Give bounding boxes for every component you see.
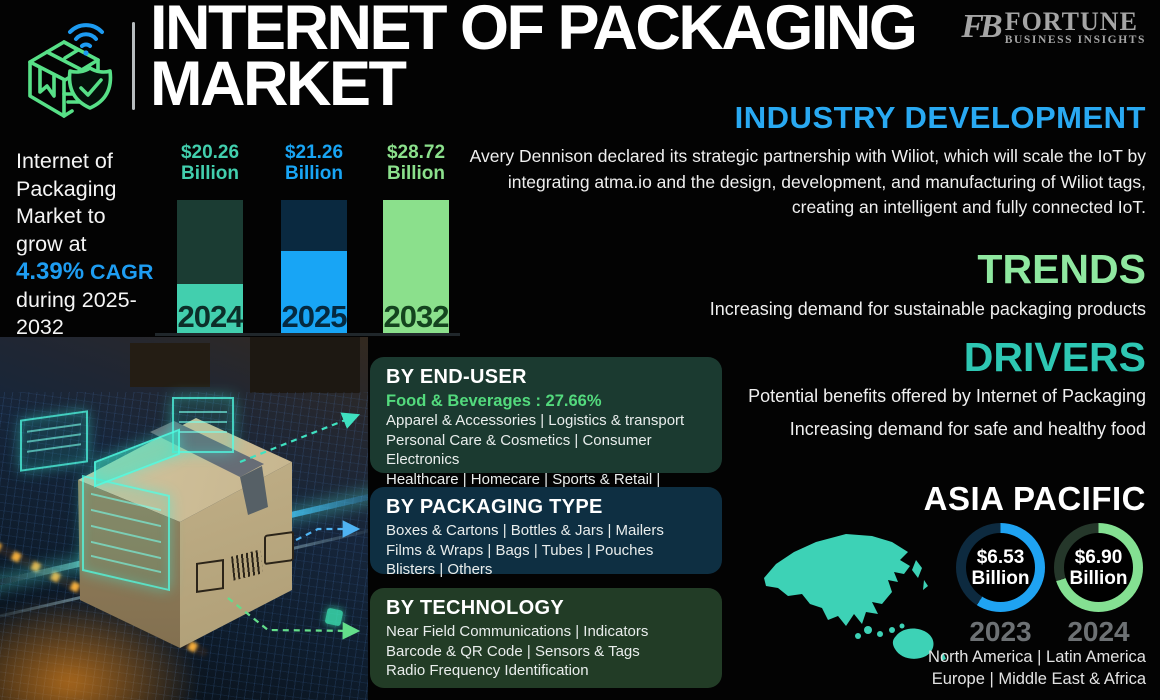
donut-unit: Billion [1069,567,1128,589]
drivers-item-1: Potential benefits offered by Internet o… [748,386,1146,406]
bar-value-label: $28.72 Billion [386,142,446,184]
this-side-up-icon [196,559,224,593]
warehouse-silhouette [250,337,360,393]
hologram-panel [20,410,88,472]
donut-value: $6.90 [1074,546,1123,568]
brand-subtitle: BUSINESS INSIGHTS [1004,34,1146,46]
segment-items: Barcode & QR Code | Sensors & Tags [386,642,640,660]
forecast-period: 2025-2032 [16,287,137,340]
bar-year-label: 2024 [177,299,244,334]
bar-2024: $20.26 Billion 2024 [177,140,243,336]
bar-track: 2025 [281,200,348,334]
market-size-bar-chart: $20.26 Billion 2024 $21.26 Billion 2025 $2… [160,140,460,336]
growth-note: Internet of Packaging Market to grow at … [16,148,158,342]
segment-highlight: Food & Beverages : 27.66% [386,392,602,410]
conveyor-photo [0,337,368,700]
donut-year-2024: 2024 [1067,616,1130,647]
growth-note-connector: during [16,287,76,312]
donut-center: $6.53 Billion [966,533,1035,602]
segment-items: Radio Frequency Identification [386,662,589,679]
cagr-value: 4.39% [16,258,85,285]
segment-items: Apparel & Accessories | Logistics & tran… [386,412,685,429]
bar-2032: $28.72 Billion 2032 [383,140,449,336]
segment-items: Films & Wraps | Bags | Tubes | Pouches [386,541,654,559]
donut-value: $6.53 [976,546,1025,568]
industry-development-body: Avery Dennison declared its strategic pa… [469,146,1146,217]
segment-heading: BY PACKAGING TYPE [386,496,603,518]
package-wifi-shield-icon [28,23,113,118]
hologram-panel [172,397,234,453]
bar-year-label: 2025 [281,299,348,334]
title-line-2: MARKET [150,49,407,119]
bar-value-label: $20.26 Billion [180,142,240,184]
donut-chart-2024: $6.90 Billion [1054,523,1143,612]
segment-items: Boxes & Cartons | Bottles & Jars | Maile… [386,522,664,539]
page-title: INTERNET OF PACKAGING MARKET [150,0,918,119]
bar-track: 2032 [383,200,450,334]
brand-name: FORTUNE [1004,7,1138,36]
bar-chart-baseline [155,333,460,336]
donut-center: $6.90 Billion [1064,533,1133,602]
header-divider [132,22,135,110]
asia-pacific-heading: ASIA PACIFIC [923,480,1146,517]
donut-unit: Billion [971,567,1030,589]
brand-monogram-icon: FB [961,8,1002,45]
donut-year-2023: 2023 [969,616,1032,647]
segment-box-technology: BY TECHNOLOGY Near Field Communications … [370,588,722,688]
drivers-item-2: Increasing demand for safe and healthy f… [789,419,1146,439]
drivers-heading: DRIVERS [963,334,1146,380]
regions-line-1: North America | Latin America [928,648,1146,666]
segment-box-end-user: BY END-USER Food & Beverages : 27.66% Ap… [370,357,722,507]
segment-items: Near Field Communications | Indicators [386,623,649,640]
cagr-label: CAGR [90,260,154,284]
bar-track: 2024 [177,200,244,334]
growth-note-prefix: Internet of Packaging Market to grow at [16,149,117,256]
segment-box-packaging-type: BY PACKAGING TYPE Boxes & Cartons | Bott… [370,487,722,578]
bar-year-label: 2032 [383,299,450,334]
warehouse-silhouette [130,343,210,387]
industry-development-heading: INDUSTRY DEVELOPMENT [734,100,1146,135]
segment-heading: BY END-USER [386,366,527,388]
fortune-business-insights-logo: FB FORTUNE BUSINESS INSIGHTS [961,7,1146,47]
segment-items: Blisters | Others [386,561,493,578]
hologram-chip [324,607,344,627]
bar-fill [281,250,347,333]
handle-with-care-icon [264,530,294,566]
bar-2025: $21.26 Billion 2025 [281,140,347,336]
bar-value-label: $21.26 Billion [284,142,344,184]
bar-fill [177,283,243,333]
regions-line-2: Europe | Middle East & Africa [931,670,1146,688]
title-line-1: INTERNET OF PACKAGING [150,0,918,63]
trends-heading: TRENDS [977,246,1146,292]
segment-heading: BY TECHNOLOGY [386,597,564,619]
bar-fill [383,200,449,333]
segment-items: Personal Care & Cosmetics | Consumer Ele… [386,431,652,469]
hologram-label-grid [82,474,170,592]
trends-item: Increasing demand for sustainable packag… [709,299,1146,319]
asia-pacific-map [764,534,946,661]
donut-chart-2023: $6.53 Billion [956,523,1045,612]
